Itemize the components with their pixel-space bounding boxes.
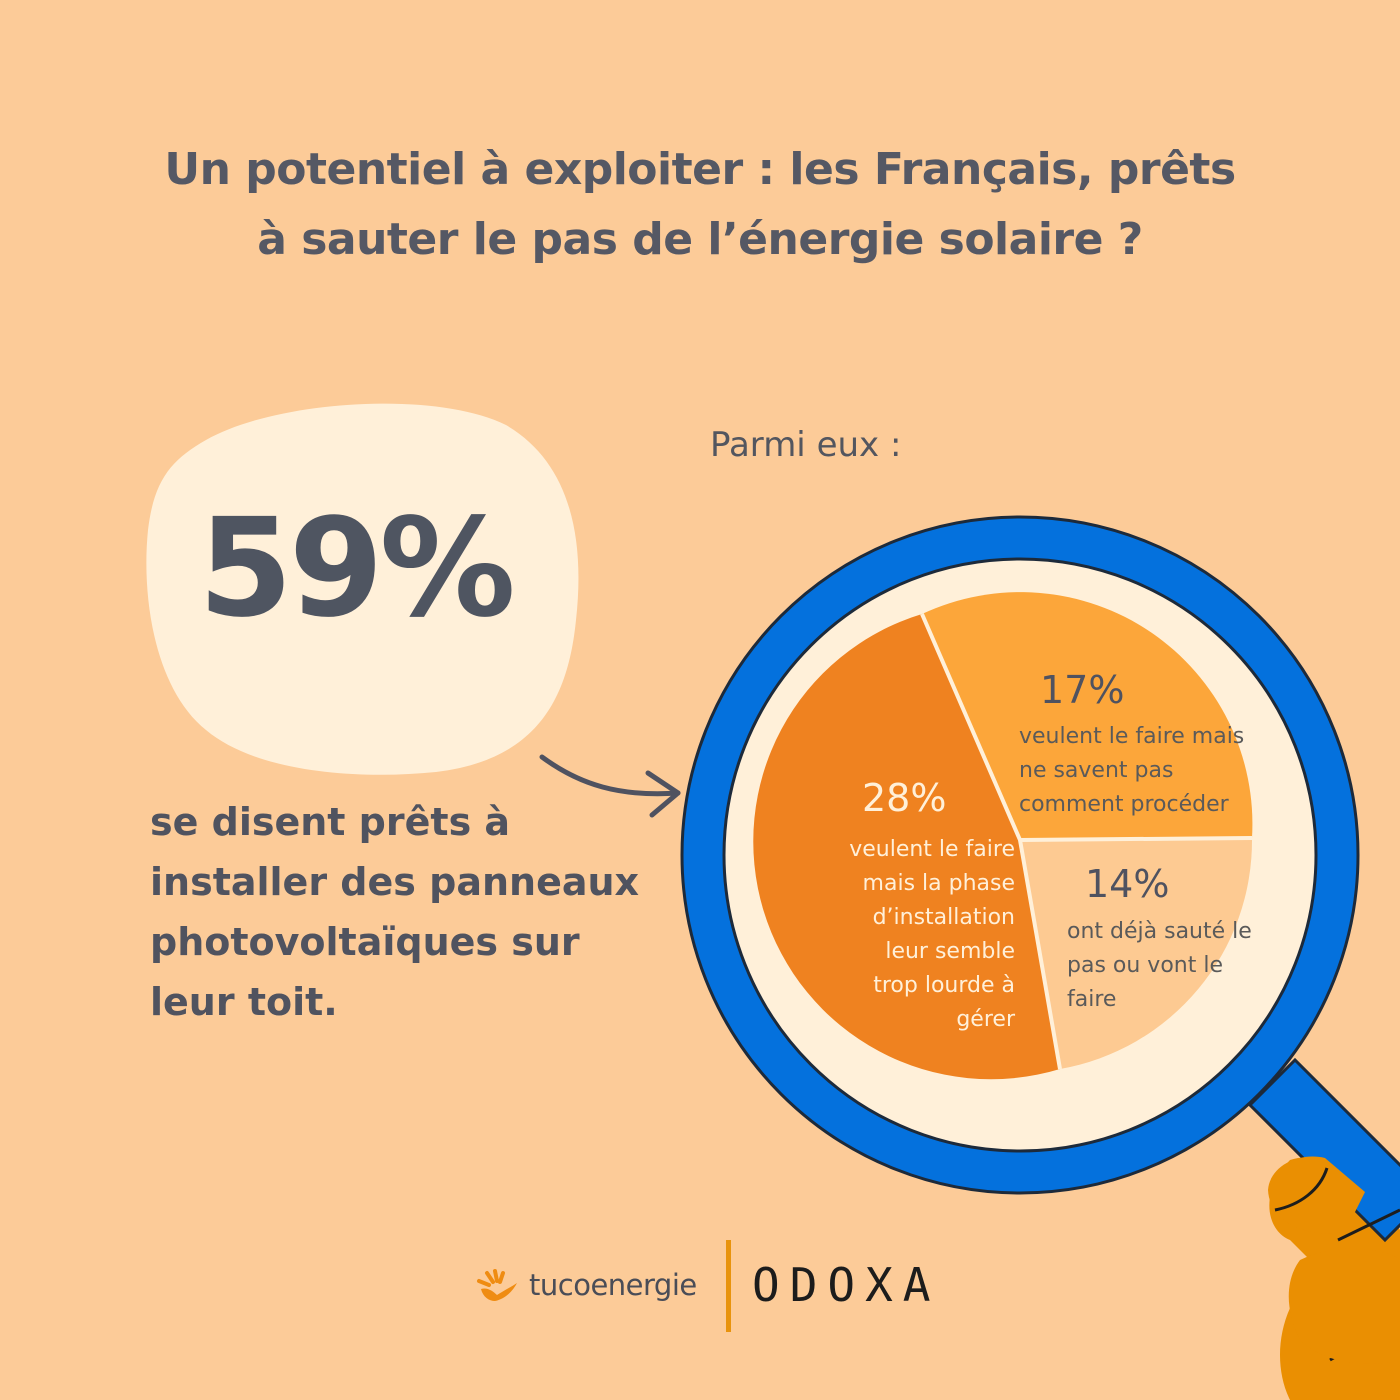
slice-14: [1020, 838, 1253, 1069]
slice-28-label: veulent le faire mais la phase d’install…: [815, 833, 1015, 1037]
desc-line: se disent prêts à: [150, 800, 511, 844]
label-line: veulent le faire mais: [1019, 724, 1245, 749]
footer-divider: [726, 1240, 731, 1332]
label-line: d’installation: [872, 905, 1015, 930]
highlight-value: 59%: [198, 490, 516, 648]
desc-line: installer des panneaux: [150, 860, 640, 904]
label-line: trop lourde à: [873, 973, 1015, 998]
slice-17-label: veulent le faire mais ne savent pas comm…: [1019, 720, 1244, 822]
highlight-description: se disent prêts à installer des panneaux…: [150, 792, 670, 1032]
label-line: pas ou vont le: [1067, 953, 1223, 978]
label-line: gérer: [956, 1007, 1015, 1032]
title-line-1: Un potentiel à exploiter : les Français,…: [164, 144, 1236, 195]
tucoenergie-text: tucoenergie: [529, 1268, 697, 1302]
stat-blob: [146, 403, 579, 775]
label-line: comment procéder: [1019, 792, 1229, 817]
bird-icon: [477, 1269, 517, 1301]
slice-14-value: 14%: [1085, 862, 1170, 906]
label-line: ne savent pas: [1019, 758, 1174, 783]
breakdown-subtitle: Parmi eux :: [710, 425, 902, 465]
desc-line: leur toit.: [150, 980, 338, 1024]
slice-28-value: 28%: [862, 776, 947, 820]
desc-line: photovoltaïques sur: [150, 920, 580, 964]
slice-14-label: ont déjà sauté le pas ou vont le faire: [1067, 915, 1252, 1017]
label-line: veulent le faire: [849, 837, 1015, 862]
label-line: leur semble: [885, 939, 1015, 964]
odoxa-logo: ODOXA: [752, 1258, 941, 1312]
page-title: Un potentiel à exploiter : les Français,…: [100, 135, 1300, 275]
label-line: faire: [1067, 987, 1117, 1012]
slice-17: [922, 592, 1253, 840]
label-line: mais la phase: [862, 871, 1015, 896]
pie-slices: [753, 592, 1253, 1080]
slice-28: [753, 614, 1060, 1080]
title-line-2: à sauter le pas de l’énergie solaire ?: [257, 214, 1143, 265]
tucoenergie-logo: tucoenergie: [473, 1265, 697, 1305]
label-line: ont déjà sauté le: [1067, 919, 1252, 944]
arrow-icon: [539, 754, 681, 818]
slice-17-value: 17%: [1040, 668, 1125, 712]
